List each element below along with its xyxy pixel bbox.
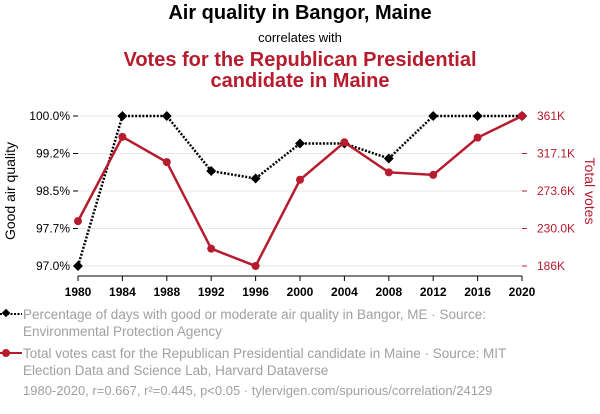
air-quality-point: [383, 153, 394, 164]
x-tick-label: 1992: [198, 285, 225, 299]
x-tick-label: 2016: [464, 285, 491, 299]
x-tick-label: 1996: [242, 285, 269, 299]
y-left-tick-label: 100.0%: [29, 109, 70, 123]
y-right-tick-label: 317.1K: [537, 147, 575, 161]
votes-point: [207, 244, 216, 253]
votes-point: [518, 112, 526, 120]
air-quality-point: [73, 261, 83, 271]
x-tick-label: 1984: [109, 285, 136, 299]
x-tick-label: 2000: [287, 285, 314, 299]
votes-point: [384, 168, 393, 177]
legend-label-votes: Total votes cast for the Republican Pres…: [23, 346, 507, 378]
x-tick-label: 2008: [375, 285, 402, 299]
x-tick-label: 1988: [153, 285, 180, 299]
air-quality-point: [428, 111, 439, 121]
votes-point: [473, 133, 482, 142]
x-tick-label: 2012: [420, 285, 447, 299]
grid-lines: [78, 115, 522, 267]
legend-marker-votes: [0, 349, 22, 357]
air-quality-point: [117, 111, 128, 121]
y-left-tick-label: 99.2%: [36, 147, 70, 161]
legend-label-air-quality: Percentage of days with good or moderate…: [23, 307, 487, 339]
y-right-tick-label: 273.6K: [537, 184, 575, 198]
x-tick-label: 2004: [331, 285, 358, 299]
air-quality-point: [472, 111, 483, 121]
chart-subtitle: correlates with: [258, 30, 342, 45]
air-quality-point: [250, 173, 261, 184]
votes-point: [118, 132, 127, 141]
chart-title-secondary: Votes for the Republican Presidential ca…: [123, 49, 477, 92]
axes: 100.0% 99.2% 98.5% 97.7% 97.0% 361K 317.1K 273.…: [2, 109, 598, 299]
series-air-quality-line: [76, 114, 522, 267]
votes-point: [162, 158, 171, 167]
votes-point: [74, 217, 82, 226]
votes-point: [296, 175, 304, 184]
y-left-tick-label: 98.5%: [36, 184, 70, 198]
legend-marker-air-quality: [0, 308, 22, 318]
y-right-tick-label: 230.0K: [537, 222, 575, 236]
x-tick-label: 1980: [65, 285, 92, 299]
chart-title: Air quality in Bangor, Maine: [168, 2, 432, 24]
footer-stats: 1980-2020, r=0.667, r²=0.445, p<0.05 · t…: [23, 383, 493, 398]
votes-point: [340, 138, 349, 147]
y-left-tick-label: 97.0%: [36, 259, 70, 273]
y-left-tick-label: 97.7%: [36, 222, 70, 236]
y-left-axis-label: Good air quality: [2, 142, 18, 240]
air-quality-point: [295, 138, 305, 149]
y-right-tick-label: 186K: [537, 259, 565, 273]
votes-point: [429, 170, 438, 179]
air-quality-point: [206, 166, 217, 176]
y-right-tick-label: 361K: [537, 109, 565, 123]
series-layer: [73, 111, 527, 271]
x-tick-label: 2020: [509, 285, 536, 299]
air-quality-point: [161, 111, 172, 121]
votes-point: [251, 262, 260, 270]
y-right-axis-label: Total votes: [582, 158, 598, 225]
